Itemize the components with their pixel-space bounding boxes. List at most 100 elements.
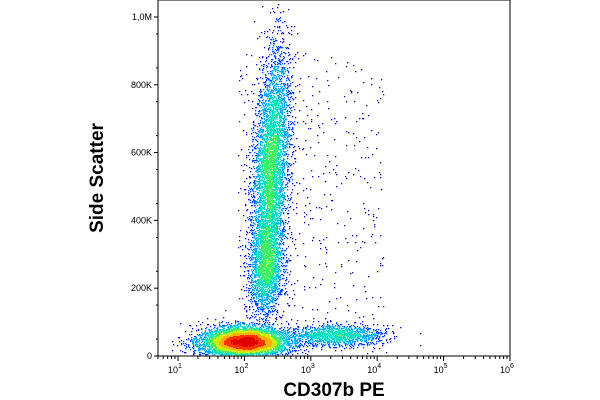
density-dot — [273, 251, 275, 253]
density-dot — [278, 137, 280, 139]
density-dot — [278, 259, 280, 261]
density-dot — [287, 175, 289, 177]
density-dot — [269, 303, 271, 305]
density-dot — [279, 156, 281, 158]
density-dot — [326, 249, 328, 251]
density-dot — [356, 235, 358, 237]
density-dot — [278, 223, 280, 225]
density-dot — [271, 281, 273, 283]
density-dot — [260, 258, 262, 260]
density-dot — [277, 72, 279, 74]
density-dot — [268, 288, 270, 290]
density-dot — [274, 135, 276, 137]
density-dot — [279, 143, 281, 145]
density-dot — [254, 235, 256, 237]
density-dot — [283, 269, 285, 271]
density-dot — [287, 95, 289, 97]
density-dot — [352, 272, 354, 274]
density-dot — [274, 154, 276, 156]
density-dot — [270, 277, 272, 279]
density-dot — [253, 127, 255, 129]
density-dot — [274, 277, 276, 279]
density-dot — [292, 152, 294, 154]
density-dot — [334, 139, 336, 141]
density-dot — [270, 155, 272, 157]
density-dot — [272, 32, 274, 34]
density-dot — [265, 131, 267, 133]
density-dot — [288, 174, 290, 176]
density-dot — [264, 209, 266, 211]
density-dot — [270, 151, 272, 153]
density-dot — [280, 90, 282, 92]
density-dot — [284, 125, 286, 127]
density-dot — [251, 297, 253, 299]
density-dot — [270, 254, 272, 256]
density-dot — [257, 237, 259, 239]
density-dot — [262, 236, 264, 238]
density-dot — [280, 234, 282, 236]
density-dot — [268, 167, 270, 169]
density-dot — [267, 213, 269, 215]
density-dot — [262, 256, 264, 258]
density-dot — [292, 131, 294, 133]
density-dot — [281, 291, 283, 293]
density-dot — [278, 92, 280, 94]
density-dot — [278, 46, 280, 48]
density-dot — [329, 301, 331, 303]
density-dot — [267, 214, 269, 216]
density-dot — [268, 204, 270, 206]
density-dot — [278, 273, 280, 275]
density-dot — [263, 126, 265, 128]
density-dot — [288, 204, 290, 206]
density-dot — [279, 226, 281, 228]
density-dot — [254, 210, 256, 212]
density-dot — [278, 252, 280, 254]
density-dot — [280, 64, 282, 66]
density-dot — [275, 66, 277, 68]
density-dot — [260, 158, 262, 160]
density-dot — [252, 230, 254, 232]
density-dot — [283, 159, 285, 161]
density-dot — [269, 37, 271, 39]
density-dot — [278, 112, 280, 114]
density-dot — [274, 269, 276, 271]
density-dot — [267, 189, 269, 191]
density-dot — [276, 136, 278, 138]
density-dot — [267, 273, 269, 275]
density-dot — [262, 303, 264, 305]
density-dot — [260, 201, 262, 203]
density-dot — [275, 208, 277, 210]
density-dot — [266, 130, 268, 132]
density-dot — [270, 243, 272, 245]
density-dot — [270, 131, 272, 133]
density-dot — [283, 137, 285, 139]
density-dot — [266, 65, 268, 67]
density-dot — [268, 229, 270, 231]
density-dot — [276, 150, 278, 152]
density-dot — [270, 122, 272, 124]
density-dot — [280, 88, 282, 90]
density-dot — [260, 293, 262, 295]
density-dot — [284, 128, 286, 130]
density-dot — [277, 163, 279, 165]
density-dot — [287, 189, 289, 191]
density-dot — [252, 250, 254, 252]
density-dot — [266, 247, 268, 249]
density-dot — [251, 133, 253, 135]
density-dot — [246, 155, 248, 157]
density-dot — [278, 174, 280, 176]
density-dot — [276, 121, 278, 123]
density-dot — [259, 261, 261, 263]
density-dot — [295, 86, 297, 88]
density-dot — [282, 184, 284, 186]
density-dot — [286, 119, 288, 121]
density-dot — [254, 242, 256, 244]
density-dot — [286, 164, 288, 166]
density-dot — [283, 135, 285, 137]
density-dot — [279, 253, 281, 255]
density-dot — [278, 288, 280, 290]
density-dot — [273, 252, 275, 254]
density-dot — [266, 283, 268, 285]
density-dot — [284, 120, 286, 122]
density-dot — [262, 298, 264, 300]
